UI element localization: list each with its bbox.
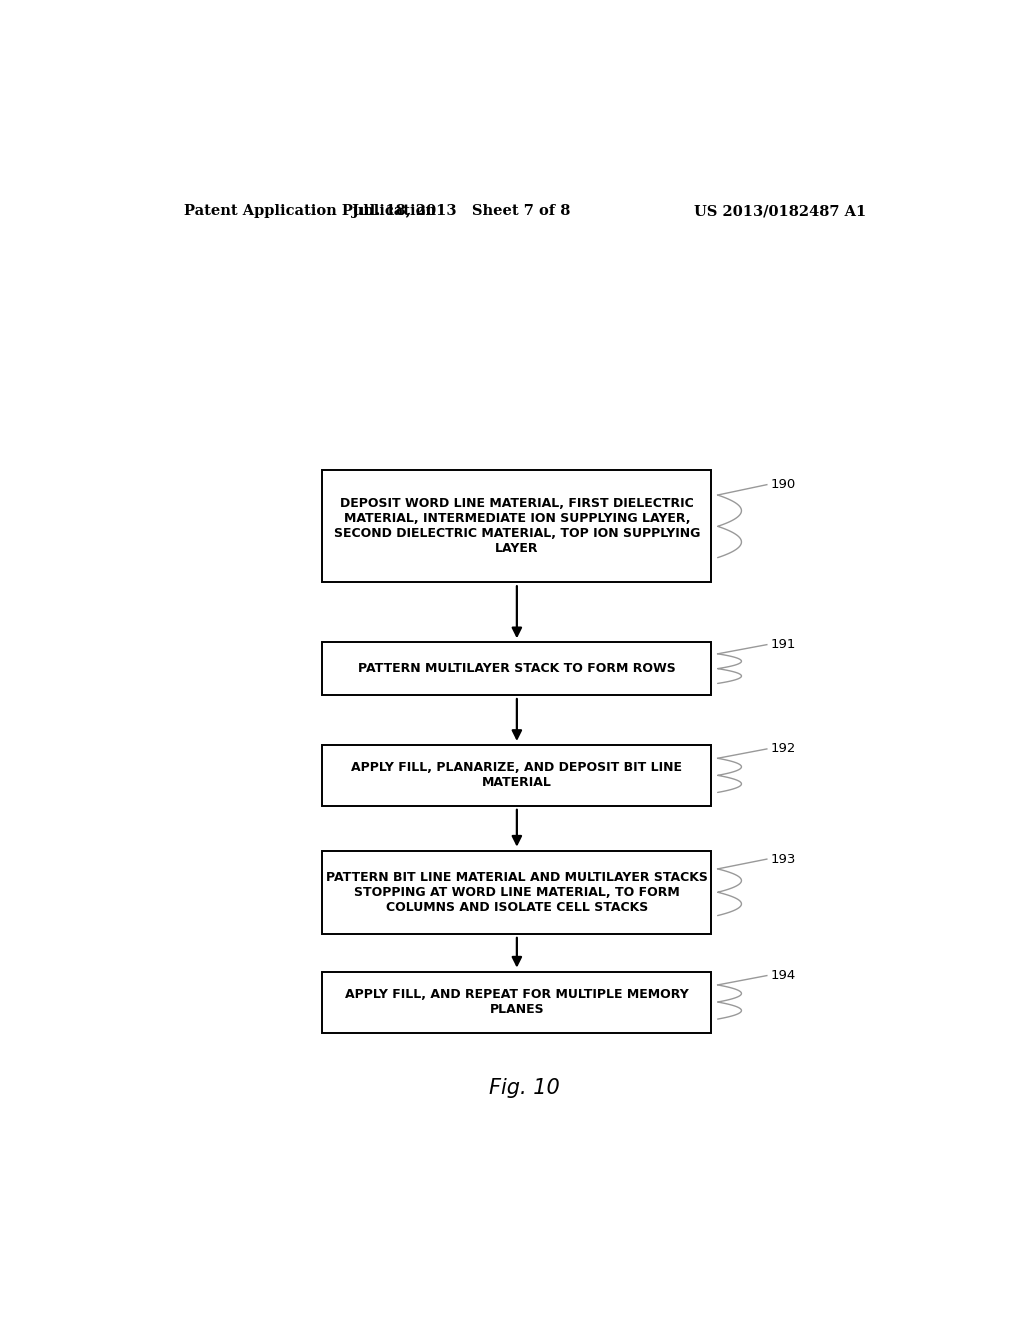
Text: Fig. 10: Fig. 10	[489, 1078, 560, 1098]
Text: 192: 192	[771, 742, 797, 755]
Text: 191: 191	[771, 638, 797, 651]
Text: DEPOSIT WORD LINE MATERIAL, FIRST DIELECTRIC
MATERIAL, INTERMEDIATE ION SUPPLYIN: DEPOSIT WORD LINE MATERIAL, FIRST DIELEC…	[334, 498, 700, 556]
Text: 194: 194	[771, 969, 796, 982]
Text: Patent Application Publication: Patent Application Publication	[183, 205, 435, 218]
Text: US 2013/0182487 A1: US 2013/0182487 A1	[694, 205, 866, 218]
Text: APPLY FILL, PLANARIZE, AND DEPOSIT BIT LINE
MATERIAL: APPLY FILL, PLANARIZE, AND DEPOSIT BIT L…	[351, 762, 682, 789]
Text: Jul. 18, 2013   Sheet 7 of 8: Jul. 18, 2013 Sheet 7 of 8	[352, 205, 570, 218]
Text: APPLY FILL, AND REPEAT FOR MULTIPLE MEMORY
PLANES: APPLY FILL, AND REPEAT FOR MULTIPLE MEMO…	[345, 987, 689, 1016]
Text: PATTERN MULTILAYER STACK TO FORM ROWS: PATTERN MULTILAYER STACK TO FORM ROWS	[358, 663, 676, 675]
Text: PATTERN BIT LINE MATERIAL AND MULTILAYER STACKS
STOPPING AT WORD LINE MATERIAL, : PATTERN BIT LINE MATERIAL AND MULTILAYER…	[326, 871, 708, 913]
FancyBboxPatch shape	[323, 850, 712, 935]
FancyBboxPatch shape	[323, 470, 712, 582]
FancyBboxPatch shape	[323, 972, 712, 1032]
FancyBboxPatch shape	[323, 744, 712, 805]
Text: 193: 193	[771, 853, 797, 866]
Text: 190: 190	[771, 478, 796, 491]
FancyBboxPatch shape	[323, 643, 712, 696]
